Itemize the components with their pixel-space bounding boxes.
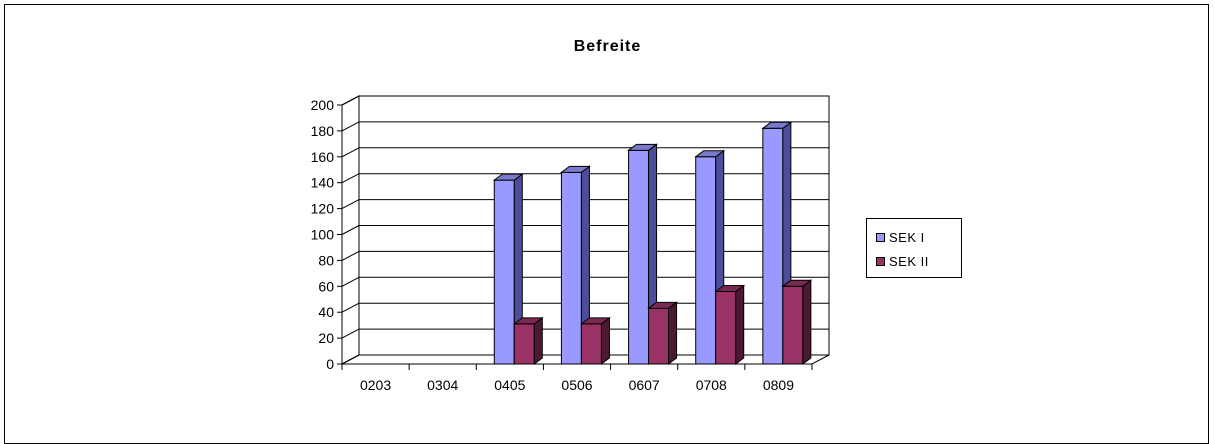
gridline-side bbox=[341, 173, 360, 184]
gridline-side bbox=[341, 276, 360, 287]
gridline-side bbox=[341, 250, 360, 261]
y-tick-label: 60 bbox=[318, 278, 334, 294]
bar-sek-i bbox=[695, 156, 717, 365]
bar-sek-ii-side bbox=[533, 316, 543, 365]
gridline-side bbox=[341, 147, 360, 158]
chart-area: Befreite 0 20 40 60 80 100 120 140 160 180 200 0203… bbox=[4, 4, 1209, 444]
bar-sek-ii-side bbox=[600, 316, 610, 365]
legend-item-sek-i: SEK I bbox=[876, 229, 925, 245]
gridline-side bbox=[341, 95, 360, 106]
bar-sek-ii bbox=[580, 323, 602, 365]
y-tick-label: 200 bbox=[311, 97, 335, 113]
y-tick-label: 180 bbox=[311, 123, 335, 139]
x-tick-label: 0506 bbox=[561, 377, 592, 393]
x-tick-label: 0304 bbox=[427, 377, 458, 393]
bar-sek-ii-top bbox=[512, 317, 544, 325]
plot-area: 0 20 40 60 80 100 120 140 160 180 200 0203 0304 0405 0… bbox=[311, 95, 830, 393]
legend-label-sek-ii: SEK II bbox=[889, 253, 929, 269]
bar-sek-ii-side bbox=[735, 284, 745, 365]
bar-sek-i bbox=[560, 171, 582, 365]
y-tick-label: 160 bbox=[311, 149, 335, 165]
x-tick-label: 0809 bbox=[763, 377, 794, 393]
gridline-side bbox=[341, 302, 360, 313]
bar-sek-ii bbox=[782, 285, 804, 365]
x-tick-label: 0607 bbox=[629, 377, 660, 393]
gridline-side bbox=[341, 328, 360, 339]
legend: SEK I SEK II bbox=[866, 218, 962, 278]
bar-sek-ii-top bbox=[781, 279, 813, 287]
bar-sek-i-top bbox=[694, 150, 726, 158]
legend-item-sek-ii: SEK II bbox=[876, 253, 929, 269]
bar-sek-ii-top bbox=[714, 284, 746, 292]
legend-label-sek-i: SEK I bbox=[889, 229, 925, 245]
y-tick-label: 140 bbox=[311, 175, 335, 191]
bar-sek-ii bbox=[715, 290, 737, 365]
bar-sek-i-top bbox=[627, 143, 659, 151]
bar-sek-ii bbox=[513, 323, 535, 365]
legend-swatch-sek-ii bbox=[876, 256, 885, 266]
bar-sek-i bbox=[762, 127, 784, 365]
chart-title: Befreite bbox=[573, 38, 642, 55]
y-tick-label: 0 bbox=[326, 356, 334, 372]
gridline-side bbox=[341, 354, 360, 365]
x-tick-label: 0708 bbox=[696, 377, 727, 393]
gridline-side bbox=[341, 225, 360, 235]
gridline-side bbox=[341, 121, 360, 132]
bar-sek-i-top bbox=[559, 165, 591, 173]
y-tick-label: 100 bbox=[311, 227, 335, 243]
bar-sek-ii-side bbox=[802, 279, 812, 365]
x-tick-label: 0203 bbox=[360, 377, 391, 393]
y-tick-label: 20 bbox=[318, 330, 334, 346]
bar-sek-ii-top bbox=[579, 317, 611, 325]
bar-sek-i-top bbox=[761, 121, 793, 129]
bar-sek-i-top bbox=[492, 173, 524, 181]
bar-sek-ii-side bbox=[668, 301, 678, 365]
bar-sek-ii-top bbox=[647, 301, 679, 309]
legend-swatch-sek-i bbox=[876, 232, 885, 242]
bar-sek-i bbox=[493, 179, 515, 365]
gridline-side bbox=[341, 199, 360, 210]
y-tick-label: 120 bbox=[311, 201, 335, 217]
bar-sek-i bbox=[628, 149, 650, 365]
y-tick-label: 40 bbox=[318, 304, 334, 320]
bar-sek-ii bbox=[648, 307, 670, 365]
y-tick-label: 80 bbox=[318, 252, 334, 268]
x-tick-label: 0405 bbox=[494, 377, 525, 393]
